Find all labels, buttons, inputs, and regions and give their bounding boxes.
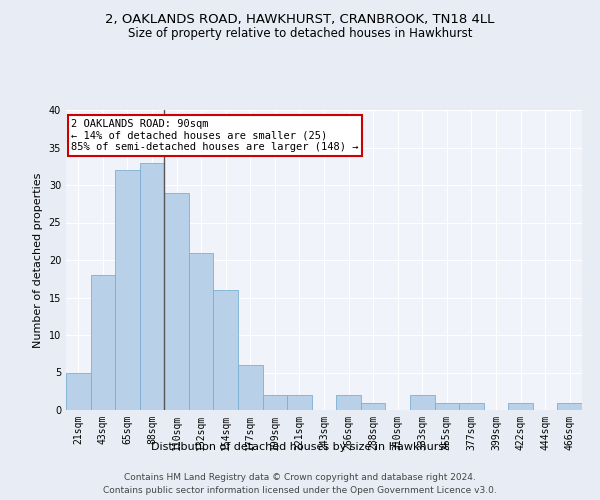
Bar: [410, 395, 434, 410]
Bar: [263, 395, 287, 410]
Y-axis label: Number of detached properties: Number of detached properties: [33, 172, 43, 348]
Bar: [434, 402, 459, 410]
Bar: [66, 372, 91, 410]
Bar: [140, 162, 164, 410]
Text: Contains public sector information licensed under the Open Government Licence v3: Contains public sector information licen…: [103, 486, 497, 495]
Text: 2 OAKLANDS ROAD: 90sqm
← 14% of detached houses are smaller (25)
85% of semi-det: 2 OAKLANDS ROAD: 90sqm ← 14% of detached…: [71, 119, 359, 152]
Bar: [459, 402, 484, 410]
Bar: [238, 365, 263, 410]
Text: Distribution of detached houses by size in Hawkhurst: Distribution of detached houses by size …: [151, 442, 449, 452]
Bar: [164, 192, 189, 410]
Bar: [336, 395, 361, 410]
Bar: [115, 170, 140, 410]
Bar: [508, 402, 533, 410]
Bar: [189, 252, 214, 410]
Bar: [287, 395, 312, 410]
Text: Size of property relative to detached houses in Hawkhurst: Size of property relative to detached ho…: [128, 28, 472, 40]
Bar: [214, 290, 238, 410]
Text: Contains HM Land Registry data © Crown copyright and database right 2024.: Contains HM Land Registry data © Crown c…: [124, 472, 476, 482]
Text: 2, OAKLANDS ROAD, HAWKHURST, CRANBROOK, TN18 4LL: 2, OAKLANDS ROAD, HAWKHURST, CRANBROOK, …: [106, 12, 494, 26]
Bar: [361, 402, 385, 410]
Bar: [91, 275, 115, 410]
Bar: [557, 402, 582, 410]
